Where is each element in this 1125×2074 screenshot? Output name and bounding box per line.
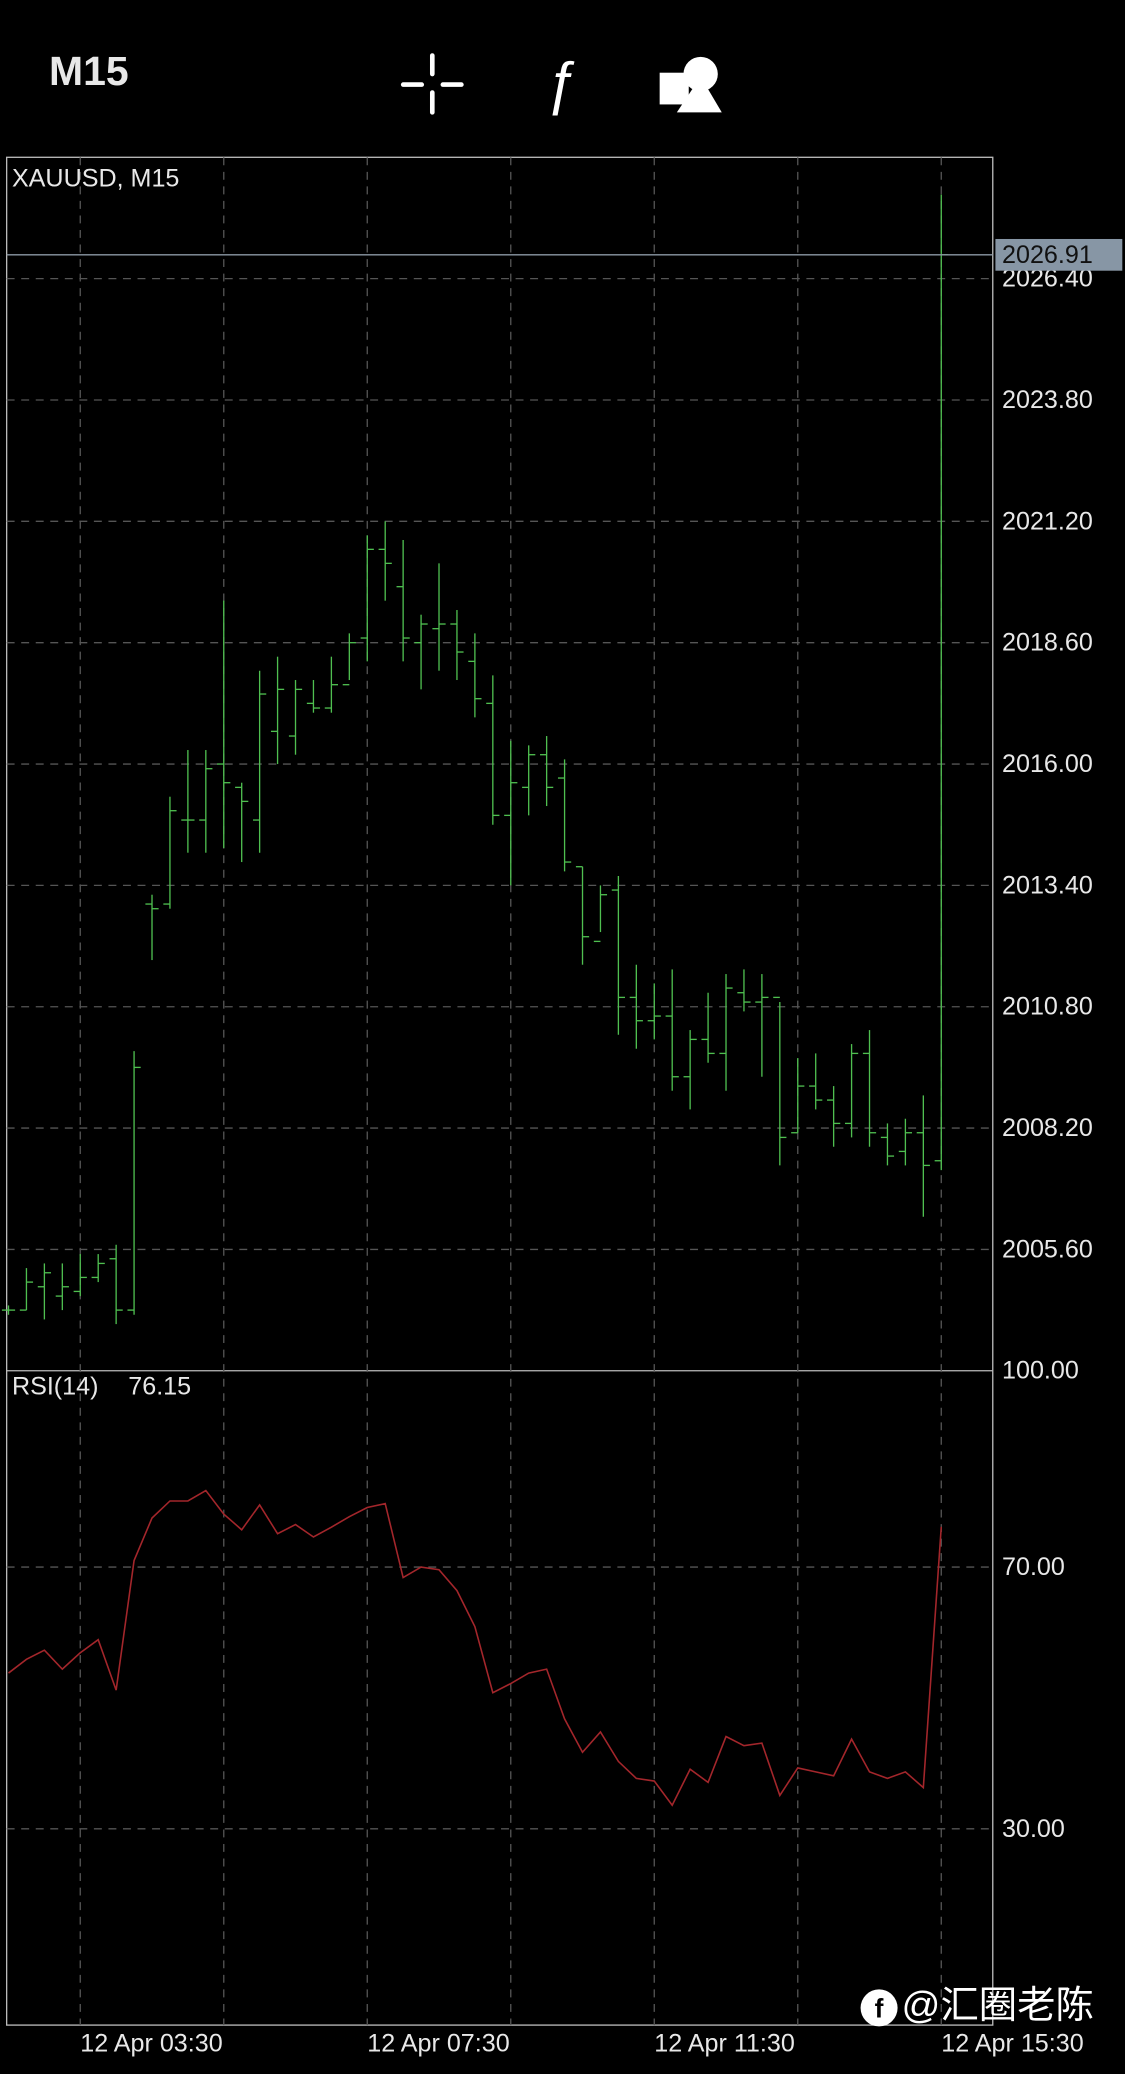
indicators-button[interactable]: ƒ [544, 51, 576, 116]
x-tick-label: 12 Apr 07:30 [367, 2030, 509, 2058]
objects-button[interactable] [659, 56, 722, 113]
crosshair-button[interactable] [400, 53, 464, 115]
indicator-value: 76.15 [128, 1373, 191, 1401]
y-tick-label: 2010.80 [1002, 993, 1093, 1021]
last-price-label: 2026.91 [1002, 241, 1093, 269]
y-tick-label: 2018.60 [1002, 629, 1093, 657]
svg-text:f: f [875, 1994, 884, 2024]
watermark: f @汇圈老陈 [860, 1984, 1094, 2027]
chart-title: XAUUSD, M15 [12, 164, 179, 192]
last-price-tag [995, 238, 1123, 271]
chart-frame [5, 156, 994, 2026]
x-tick-label: 12 Apr 11:30 [654, 2030, 795, 2058]
timeframe-button[interactable]: M15 [49, 48, 129, 94]
y-tick-label: 2021.20 [1002, 507, 1093, 535]
y-tick-label: 100.00 [1002, 1357, 1079, 1385]
x-tick-label: 12 Apr 15:30 [941, 2030, 1083, 2058]
plot [1, 194, 993, 1807]
y-tick-label: 2013.40 [1002, 871, 1093, 899]
x-tick-label: 12 Apr 03:30 [80, 2030, 222, 2058]
y-tick-label: 2005.60 [1002, 1235, 1093, 1263]
y-tick-label: 2023.80 [1002, 386, 1093, 414]
watermark-text: @汇圈老陈 [902, 1984, 1094, 2027]
rsi-line [8, 1489, 943, 1807]
y-tick-label: 70.00 [1002, 1553, 1065, 1581]
indicator-title: RSI(14) [12, 1373, 99, 1401]
y-tick-label: 30.00 [1002, 1815, 1065, 1843]
y-tick-label: 2016.00 [1002, 750, 1093, 778]
y-tick-label: 2008.20 [1002, 1114, 1093, 1142]
